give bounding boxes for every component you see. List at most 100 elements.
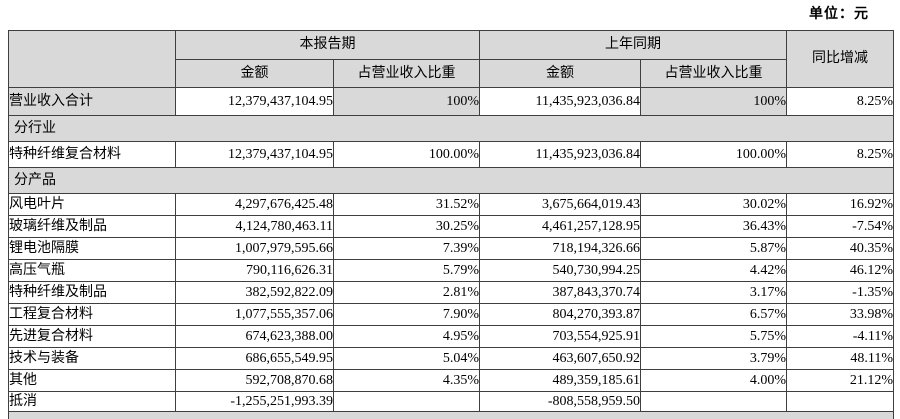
- row-label: 特种纤维复合材料: [8, 141, 176, 168]
- row-label: 营业收入合计: [8, 87, 176, 116]
- cell-revenue-share: 36.43%: [640, 215, 787, 238]
- cell-yoy-change: [786, 391, 894, 412]
- cell-amount: 718,194,326.66: [479, 237, 641, 260]
- partial-section-cell: [8, 411, 894, 419]
- section-label: 分产品: [8, 167, 894, 194]
- cell-yoy-change: 33.98%: [786, 303, 894, 326]
- corner-cell: [8, 30, 176, 88]
- cell-amount: -808,558,959.50: [479, 391, 641, 412]
- table-row: 特种纤维复合材料 12,379,437,104.95 100.00% 11,435,9…: [8, 141, 894, 168]
- header-prior-period: 上年同期: [479, 30, 787, 60]
- cell-yoy-change: 46.12%: [786, 259, 894, 282]
- cell-amount: 592,708,870.68: [175, 369, 334, 392]
- table-header: 本报告期 上年同期 同比增减 金额 占营业收入比重 金额 占营业收入比重: [8, 30, 894, 88]
- cell-amount: 489,359,185.61: [479, 369, 641, 392]
- header-prior-amount: 金额: [479, 59, 641, 88]
- cell-amount: 463,607,650.92: [479, 347, 641, 370]
- table-row: 抵消 -1,255,251,993.39 -808,558,959.50: [8, 391, 894, 412]
- cell-revenue-share: 100.00%: [640, 141, 787, 168]
- cell-revenue-share: 4.35%: [333, 369, 480, 392]
- table-row: 高压气瓶 790,116,626.31 5.79% 540,730,994.25 4.4…: [8, 259, 894, 282]
- cell-amount: -1,255,251,993.39: [175, 391, 334, 412]
- cell-revenue-share: [640, 391, 787, 412]
- cell-revenue-share: 5.87%: [640, 237, 787, 260]
- cell-revenue-share: [333, 391, 480, 412]
- table-row: 其他 592,708,870.68 4.35% 489,359,185.61 4.00%…: [8, 369, 894, 392]
- cell-amount: 387,843,370.74: [479, 281, 641, 304]
- cell-revenue-share: 100%: [333, 87, 480, 116]
- cell-amount: 674,623,388.00: [175, 325, 334, 348]
- cell-amount: 4,461,257,128.95: [479, 215, 641, 238]
- cell-revenue-share: 2.81%: [333, 281, 480, 304]
- cell-revenue-share: 30.25%: [333, 215, 480, 238]
- header-current-revenue-share: 占营业收入比重: [333, 59, 480, 88]
- table-row: 风电叶片 4,297,676,425.48 31.52% 3,675,664,019.…: [8, 193, 894, 216]
- table-row: 工程复合材料 1,077,555,357.06 7.90% 804,270,393.8…: [8, 303, 894, 326]
- cell-amount: 3,675,664,019.43: [479, 193, 641, 216]
- unit-label: 单位：元: [809, 7, 869, 22]
- cell-amount: 11,435,923,036.84: [479, 141, 641, 168]
- cell-revenue-share: 4.42%: [640, 259, 787, 282]
- section-row: 分行业: [8, 115, 894, 142]
- cell-revenue-share: 7.90%: [333, 303, 480, 326]
- row-label: 其他: [8, 369, 176, 392]
- cell-revenue-share: 4.95%: [333, 325, 480, 348]
- cell-revenue-share: 6.57%: [640, 303, 787, 326]
- cell-amount: 1,077,555,357.06: [175, 303, 334, 326]
- table-row: 玻璃纤维及制品 4,124,780,463.11 30.25% 4,461,257,1…: [8, 215, 894, 238]
- header-prior-revenue-share: 占营业收入比重: [640, 59, 787, 88]
- row-label: 先进复合材料: [8, 325, 176, 348]
- cell-amount: 12,379,437,104.95: [175, 87, 334, 116]
- cell-amount: 686,655,549.95: [175, 347, 334, 370]
- header-current-amount: 金额: [175, 59, 334, 88]
- table-body: 营业收入合计 12,379,437,104.95 100% 11,435,923,03…: [8, 87, 894, 419]
- row-label: 风电叶片: [8, 193, 176, 216]
- cell-yoy-change: 8.25%: [786, 141, 894, 168]
- row-label: 抵消: [8, 391, 176, 412]
- cell-amount: 382,592,822.09: [175, 281, 334, 304]
- section-row: 分产品: [8, 167, 894, 194]
- row-label: 特种纤维及制品: [8, 281, 176, 304]
- cell-revenue-share: 3.79%: [640, 347, 787, 370]
- cell-amount: 11,435,923,036.84: [479, 87, 641, 116]
- cell-yoy-change: 40.35%: [786, 237, 894, 260]
- section-label: 分行业: [8, 115, 894, 142]
- cell-yoy-change: -1.35%: [786, 281, 894, 304]
- cell-revenue-share: 100%: [640, 87, 787, 116]
- cell-revenue-share: 5.79%: [333, 259, 480, 282]
- cell-revenue-share: 5.04%: [333, 347, 480, 370]
- cell-amount: 4,297,676,425.48: [175, 193, 334, 216]
- cell-revenue-share: 7.39%: [333, 237, 480, 260]
- table-row: 技术与装备 686,655,549.95 5.04% 463,607,650.92 3.…: [8, 347, 894, 370]
- cell-revenue-share: 5.75%: [640, 325, 787, 348]
- cell-yoy-change: 8.25%: [786, 87, 894, 116]
- cell-revenue-share: 4.00%: [640, 369, 787, 392]
- table-row: 锂电池隔膜 1,007,979,595.66 7.39% 718,194,326.66…: [8, 237, 894, 260]
- table-row: 特种纤维及制品 382,592,822.09 2.81% 387,843,370.74…: [8, 281, 894, 304]
- row-label: 工程复合材料: [8, 303, 176, 326]
- cell-amount: 703,554,925.91: [479, 325, 641, 348]
- cell-revenue-share: 3.17%: [640, 281, 787, 304]
- revenue-breakdown-table: 本报告期 上年同期 同比增减 金额 占营业收入比重 金额 占营业收入比重 营业收…: [8, 30, 894, 419]
- partial-section-row: [8, 411, 894, 419]
- row-label: 玻璃纤维及制品: [8, 215, 176, 238]
- cell-revenue-share: 100.00%: [333, 141, 480, 168]
- cell-amount: 1,007,979,595.66: [175, 237, 334, 260]
- header-yoy-change: 同比增减: [786, 30, 894, 88]
- cell-revenue-share: 30.02%: [640, 193, 787, 216]
- cell-amount: 790,116,626.31: [175, 259, 334, 282]
- cell-yoy-change: 21.12%: [786, 369, 894, 392]
- cell-amount: 12,379,437,104.95: [175, 141, 334, 168]
- cell-yoy-change: -7.54%: [786, 215, 894, 238]
- table-row: 营业收入合计 12,379,437,104.95 100% 11,435,923,03…: [8, 87, 894, 116]
- cell-revenue-share: 31.52%: [333, 193, 480, 216]
- header-current-period: 本报告期: [175, 30, 480, 60]
- cell-amount: 804,270,393.87: [479, 303, 641, 326]
- cell-yoy-change: 48.11%: [786, 347, 894, 370]
- table-row: 先进复合材料 674,623,388.00 4.95% 703,554,925.91 5…: [8, 325, 894, 348]
- cell-amount: 4,124,780,463.11: [175, 215, 334, 238]
- cell-yoy-change: -4.11%: [786, 325, 894, 348]
- row-label: 技术与装备: [8, 347, 176, 370]
- row-label: 锂电池隔膜: [8, 237, 176, 260]
